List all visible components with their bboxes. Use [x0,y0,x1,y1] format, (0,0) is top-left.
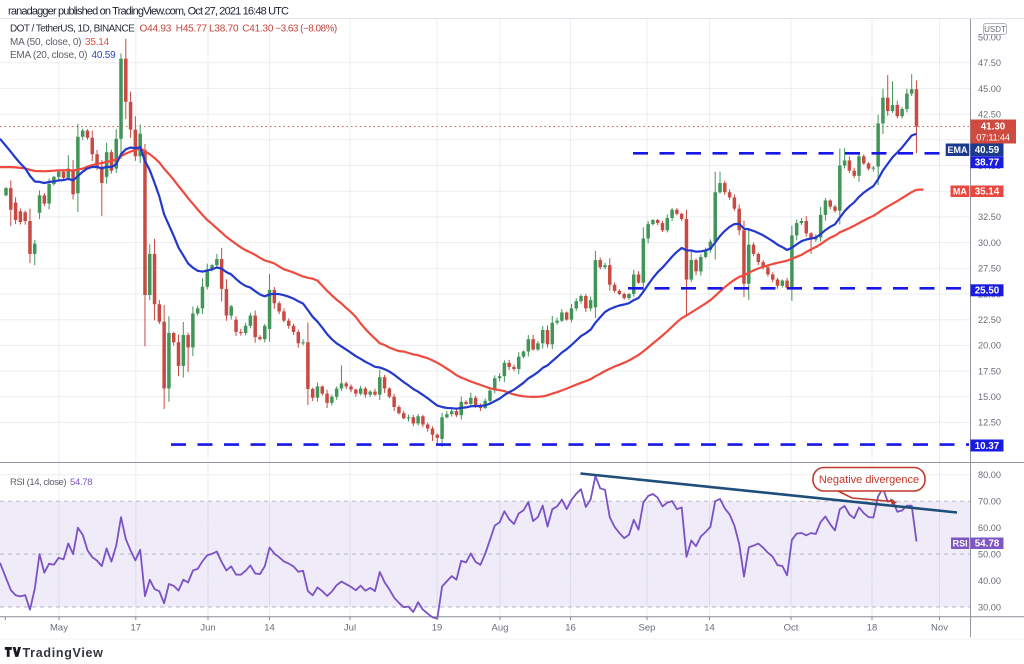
svg-text:EMA: EMA [948,145,969,155]
svg-text:RSI: RSI [953,538,968,548]
svg-text:15.00: 15.00 [978,392,1001,402]
svg-text:30.00: 30.00 [978,238,1001,248]
svg-text:42.50: 42.50 [978,110,1001,120]
svg-text:54.78: 54.78 [975,538,1000,549]
svg-text:22.50: 22.50 [978,315,1001,325]
svg-text:50.00: 50.00 [978,32,1001,42]
svg-text:10.37: 10.37 [975,441,1000,452]
svg-text:18: 18 [867,623,878,634]
svg-text:17: 17 [131,623,142,634]
svg-text:20.00: 20.00 [978,341,1001,351]
svg-text:USDT: USDT [984,25,1006,34]
svg-text:70.00: 70.00 [978,497,1001,507]
svg-text:38.77: 38.77 [975,158,1000,169]
svg-text:50.00: 50.00 [978,549,1001,559]
svg-text:12.50: 12.50 [978,418,1001,428]
svg-text:47.50: 47.50 [978,58,1001,68]
svg-text:17.50: 17.50 [978,366,1001,376]
svg-text:ranadagger published on Tradin: ranadagger published on TradingView.com,… [8,6,289,18]
svg-text:16: 16 [565,623,576,634]
svg-text:H45.77: H45.77 [176,24,208,35]
svg-text:DOT / TetherUS, 1D, BINANCE: DOT / TetherUS, 1D, BINANCE [10,24,135,35]
svg-text:54.78: 54.78 [70,477,92,488]
svg-text:25.50: 25.50 [975,286,1000,297]
svg-text:Sep: Sep [639,623,656,634]
svg-text:Oct: Oct [784,623,799,634]
svg-text:TradingView: TradingView [23,646,104,660]
svg-text:60.00: 60.00 [978,523,1001,533]
svg-text:O44.93: O44.93 [140,24,172,35]
svg-text:RSI (14, close): RSI (14, close) [10,477,66,488]
svg-text:MA: MA [953,186,967,196]
svg-text:Jul: Jul [344,623,356,634]
svg-text:May: May [50,623,68,634]
svg-text:EMA (20, close, 0): EMA (20, close, 0) [10,50,87,61]
svg-text:45.00: 45.00 [978,84,1001,94]
svg-text:40.00: 40.00 [978,576,1001,586]
svg-text:Nov: Nov [931,623,948,634]
svg-text:35.14: 35.14 [975,186,1000,197]
svg-text:14: 14 [704,623,715,634]
svg-text:40.59: 40.59 [92,50,117,61]
svg-text:30.00: 30.00 [978,602,1001,612]
svg-text:41.30: 41.30 [981,122,1006,133]
svg-text:40.59: 40.59 [975,145,1000,156]
svg-text:14: 14 [264,623,275,634]
svg-text:MA (50, close, 0): MA (50, close, 0) [10,37,81,48]
svg-text:L38.70: L38.70 [209,24,239,35]
svg-text:27.50: 27.50 [978,264,1001,274]
svg-text:32.50: 32.50 [978,212,1001,222]
svg-text:−3.63 (−8.08%): −3.63 (−8.08%) [275,24,336,35]
svg-text:19: 19 [432,623,443,634]
svg-text:80.00: 80.00 [978,470,1001,480]
svg-text:35.14: 35.14 [85,37,110,48]
svg-text:Negative divergence: Negative divergence [819,474,919,486]
svg-text:Jun: Jun [200,623,215,634]
svg-text:07:11:44: 07:11:44 [976,133,1010,143]
svg-text:Aug: Aug [492,623,509,634]
svg-text:C41.30: C41.30 [242,24,274,35]
